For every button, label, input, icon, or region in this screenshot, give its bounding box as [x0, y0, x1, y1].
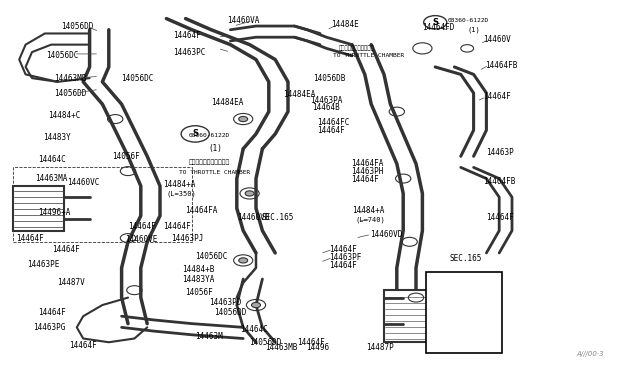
Text: 14484E: 14484E [332, 20, 359, 29]
Text: TO THROTTLE CHAMBER: TO THROTTLE CHAMBER [333, 53, 404, 58]
Text: 14463MB: 14463MB [266, 343, 298, 352]
Text: 14464FB: 14464FB [485, 61, 518, 70]
Text: 14056F: 14056F [112, 152, 140, 161]
Text: 14056DC: 14056DC [195, 252, 228, 261]
Text: 14464F: 14464F [173, 31, 200, 40]
Text: 14463MB: 14463MB [54, 74, 87, 83]
Text: SEC.165: SEC.165 [261, 213, 294, 222]
Text: 08360-6122D: 08360-6122D [189, 133, 230, 138]
Text: (L=350): (L=350) [166, 190, 196, 197]
Text: 14484+A: 14484+A [163, 180, 196, 189]
Text: (1): (1) [208, 144, 222, 153]
Text: 14496+A: 14496+A [38, 208, 71, 217]
Text: 14463PF: 14463PF [330, 253, 362, 262]
Circle shape [239, 258, 248, 263]
Text: 14464F: 14464F [483, 92, 511, 101]
Text: 14463PJ: 14463PJ [172, 234, 204, 243]
Circle shape [252, 302, 260, 308]
Text: 14464F: 14464F [330, 245, 357, 254]
Text: 16599N: 16599N [461, 288, 488, 296]
Text: 14464F: 14464F [298, 338, 325, 347]
Bar [13, 186, 64, 231]
Text: TO THROTTLE CHAMBER: TO THROTTLE CHAMBER [179, 170, 250, 176]
Text: 14463PA: 14463PA [310, 96, 343, 105]
Text: 14056DD: 14056DD [54, 89, 87, 97]
Text: 14483Q: 14483Q [456, 328, 483, 337]
Text: 14463PC: 14463PC [173, 48, 205, 57]
Text: 14056DD: 14056DD [214, 308, 247, 317]
Text: 14463P: 14463P [486, 148, 514, 157]
Text: 14464FC: 14464FC [317, 118, 349, 127]
Text: 14463MA: 14463MA [35, 174, 68, 183]
Text: 14484+B: 14484+B [182, 265, 215, 274]
Text: 14487V: 14487V [58, 278, 85, 287]
Text: 14463PG: 14463PG [33, 323, 66, 332]
Text: 14464FA: 14464FA [351, 159, 383, 168]
Text: 14484EA: 14484EA [283, 90, 316, 99]
Text: 14464FA: 14464FA [186, 206, 218, 215]
Text: 14460VA: 14460VA [227, 16, 260, 25]
Text: 14460VD: 14460VD [370, 230, 403, 239]
Text: 14483Y: 14483Y [44, 133, 71, 142]
Text: 14464C: 14464C [240, 325, 268, 334]
Text: スロットルチャンバーへ: スロットルチャンバーへ [189, 159, 230, 165]
Text: 14464F: 14464F [351, 175, 378, 184]
Text: 14484+A: 14484+A [352, 206, 385, 215]
Text: 14463PD: 14463PD [209, 298, 242, 307]
Text: 14496: 14496 [306, 343, 329, 352]
Text: 14464F: 14464F [317, 126, 344, 135]
Text: 14464B: 14464B [312, 103, 340, 112]
Text: 14464FD: 14464FD [422, 23, 455, 32]
Text: 14463PE: 14463PE [27, 260, 60, 269]
Text: 14483YA: 14483YA [182, 275, 215, 284]
Text: 14464F: 14464F [52, 245, 80, 254]
Text: 14056DC: 14056DC [122, 74, 154, 83]
Text: 14464FB: 14464FB [483, 177, 516, 186]
Text: 14484EA: 14484EA [211, 98, 244, 107]
Text: A///00·3: A///00·3 [576, 351, 604, 357]
Text: 14056DD: 14056DD [61, 22, 93, 31]
Text: 14056F: 14056F [186, 288, 213, 296]
Text: 14464F: 14464F [69, 341, 97, 350]
Text: S: S [192, 129, 198, 138]
Text: 14463M: 14463M [195, 332, 223, 341]
Text: 14487P: 14487P [366, 343, 394, 352]
Text: 14056DD: 14056DD [250, 338, 282, 347]
Text: 14464F: 14464F [16, 234, 44, 243]
Text: 14460VC: 14460VC [67, 178, 100, 187]
Text: 14484+C: 14484+C [48, 111, 81, 120]
Text: 14464F: 14464F [128, 222, 156, 231]
Bar [426, 272, 502, 353]
Text: 14056DB: 14056DB [314, 74, 346, 83]
Text: スロットルチャンバーへ: スロットルチャンバーへ [339, 45, 375, 51]
Text: 14460V: 14460V [483, 35, 511, 44]
Text: (1): (1) [467, 26, 480, 33]
Text: 14464C: 14464C [38, 155, 66, 164]
Text: S: S [432, 18, 438, 27]
Text: 14460VB: 14460VB [237, 213, 269, 222]
Text: SEC.165: SEC.165 [449, 254, 482, 263]
Text: 14464F: 14464F [330, 262, 357, 270]
Circle shape [453, 328, 462, 334]
Text: 14464F: 14464F [486, 213, 514, 222]
Circle shape [239, 116, 248, 122]
Text: 14464F: 14464F [38, 308, 66, 317]
Text: 14460VE: 14460VE [125, 235, 158, 244]
Circle shape [245, 191, 254, 196]
Text: 14464F: 14464F [163, 222, 191, 231]
Bar [384, 290, 461, 342]
Text: 14056DC: 14056DC [46, 51, 79, 60]
Text: 14463PH: 14463PH [351, 167, 383, 176]
Text: (L=740): (L=740) [355, 216, 385, 223]
Text: 08360-6122D: 08360-6122D [448, 18, 489, 23]
